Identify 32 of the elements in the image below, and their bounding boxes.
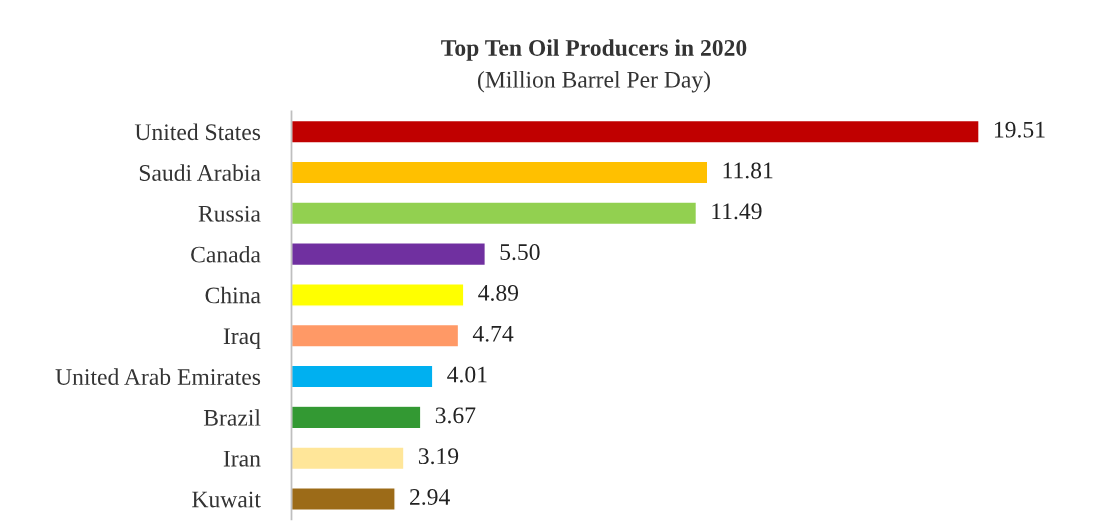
data-label: 3.67 xyxy=(435,407,476,424)
y-tick-label: United Arab Emirates xyxy=(55,368,261,385)
y-tick-label: Iraq xyxy=(223,328,261,349)
bar xyxy=(291,487,396,511)
bar xyxy=(291,119,980,144)
y-tick-label: United States xyxy=(134,123,261,141)
y-tick-label: Canada xyxy=(191,245,261,263)
data-label: 2.94 xyxy=(410,489,450,506)
y-tick-label: Russia xyxy=(198,205,261,222)
chart-title: Top Ten Oil Producers in 2020 xyxy=(441,39,747,61)
bar xyxy=(291,364,434,389)
y-tick-label: China xyxy=(205,286,261,304)
bar xyxy=(291,160,709,185)
bar xyxy=(291,405,422,430)
data-label: 3.19 xyxy=(418,448,459,465)
y-tick-label: Brazil xyxy=(203,409,261,426)
y-tick-label: Kuwait xyxy=(192,491,261,508)
data-label: 5.50 xyxy=(500,244,540,261)
data-label: 19.51 xyxy=(994,121,1045,138)
data-label: 4.01 xyxy=(447,366,487,383)
bar xyxy=(291,242,487,267)
data-label: 4.89 xyxy=(478,284,519,301)
y-tick-label: Saudi Arabia xyxy=(139,164,261,181)
bar xyxy=(291,283,465,307)
bar xyxy=(291,446,405,471)
data-label: 11.81 xyxy=(723,162,773,179)
bar xyxy=(291,201,698,226)
chart-subtitle: (Million Barrel Per Day) xyxy=(478,71,710,93)
bar xyxy=(291,323,460,348)
data-label: 11.49 xyxy=(712,203,762,220)
data-label: 4.74 xyxy=(472,325,514,342)
y-tick-label: Iran xyxy=(223,450,261,467)
